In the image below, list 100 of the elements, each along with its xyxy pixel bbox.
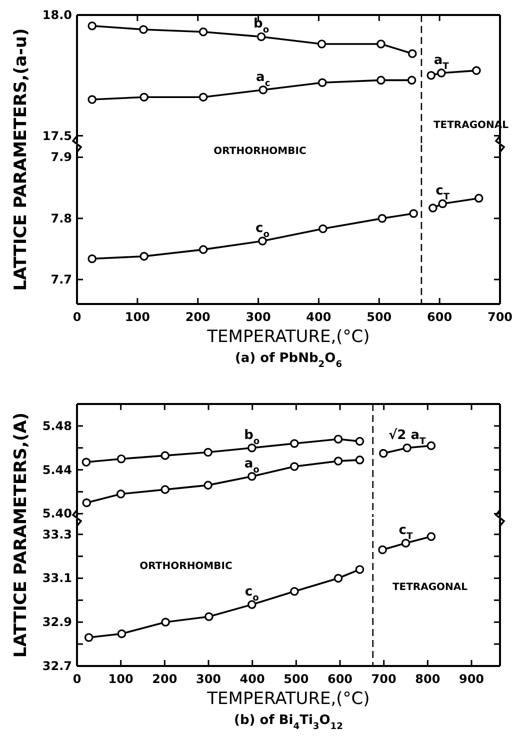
x-tick-label: 100	[124, 310, 150, 324]
y-tick-label: 18.0	[42, 8, 72, 22]
point	[88, 254, 97, 264]
point	[436, 68, 446, 78]
y-tick-label: 5.40	[42, 506, 72, 521]
point	[204, 448, 212, 457]
point	[426, 441, 436, 450]
series-label: c$_{o}$	[244, 584, 259, 604]
y-tick-label: 32.7	[42, 659, 72, 673]
point	[334, 434, 343, 444]
point	[204, 480, 212, 490]
point	[409, 209, 418, 218]
point	[290, 462, 299, 471]
point	[248, 472, 256, 481]
point	[402, 443, 412, 452]
point	[379, 448, 388, 458]
point	[408, 49, 417, 58]
point	[248, 600, 256, 609]
y-axis-title: LATTICE PARAMETERS,(A)	[11, 412, 31, 658]
y-tick-label: 7.9	[50, 150, 72, 164]
annotation: ORTHORHOMBIC	[214, 146, 306, 157]
y-tick-label: 32.9	[42, 615, 72, 630]
x-tick-label: 700	[487, 310, 513, 324]
x-tick-label: 200	[152, 672, 178, 686]
annotation: ORTHORHOMBIC	[140, 561, 232, 572]
x-tick-label: 600	[327, 672, 353, 686]
x-axis-title: TEMPERATURE,(°C)	[206, 327, 370, 347]
x-tick-label: 400	[240, 672, 265, 686]
point	[161, 618, 170, 627]
y-tick-label: 5.48	[42, 418, 72, 433]
x-tick-label: 300	[246, 310, 271, 324]
series-label: a$_{o}$	[244, 456, 260, 476]
x-tick-label: 100	[108, 672, 134, 686]
x-tick-label: 200	[185, 310, 210, 324]
point	[198, 92, 208, 102]
x-tick-label: 0	[72, 310, 82, 324]
text: (b) of Bi$_{4}$Ti$_{3}$O$_{12}$	[234, 713, 343, 732]
y-tick-label: 7.7	[50, 272, 72, 287]
point	[88, 95, 97, 104]
y-tick-label: 5.44	[42, 462, 72, 477]
point	[82, 458, 91, 467]
y-tick-label: 33.1	[42, 571, 72, 586]
point	[160, 451, 170, 460]
point	[355, 456, 364, 464]
point	[116, 490, 126, 498]
point	[248, 443, 256, 452]
point	[407, 76, 416, 85]
point	[82, 498, 92, 508]
point	[318, 78, 327, 88]
point	[378, 214, 387, 223]
point	[378, 545, 387, 554]
point	[317, 40, 326, 48]
point	[139, 25, 148, 34]
series-label: √2 a$_{T}$	[388, 428, 426, 447]
point	[376, 40, 386, 48]
x-tick-label: 800	[415, 672, 440, 686]
x-tick-label: 700	[371, 672, 396, 686]
y-tick-label: 7.8	[50, 211, 72, 226]
point	[290, 439, 299, 448]
point	[88, 21, 97, 30]
series-label: c$_{T}$	[398, 523, 414, 542]
point	[426, 70, 436, 80]
point	[438, 199, 447, 208]
point	[334, 574, 343, 583]
y-tick-label: 17.5	[42, 128, 72, 143]
point	[318, 224, 328, 234]
x-tick-label: 300	[196, 672, 222, 686]
point	[334, 456, 343, 466]
x-tick-label: 500	[284, 672, 309, 686]
point	[290, 587, 299, 596]
point	[258, 85, 268, 94]
point	[204, 612, 214, 622]
point	[140, 92, 148, 102]
point	[426, 532, 436, 541]
x-tick-label: 400	[306, 310, 332, 324]
point	[472, 66, 481, 75]
x-tick-label: 0	[72, 672, 82, 686]
annotation: TETRAGONAL	[392, 582, 468, 593]
point	[258, 236, 267, 246]
point	[84, 633, 94, 642]
point	[256, 32, 266, 42]
series-label: c$_{T}$	[436, 184, 450, 203]
x-axis-title: TEMPERATURE,(°C)	[206, 689, 370, 709]
series-label: a$_{c}$	[256, 70, 270, 89]
point	[355, 436, 364, 446]
point	[376, 76, 386, 85]
series-label: c$_{o}$	[256, 221, 270, 240]
point	[401, 538, 410, 548]
y-tick-label: 33.3	[42, 527, 72, 542]
text: (a) of PbNb$_{2}$O$_{6}$	[234, 351, 342, 370]
point	[355, 565, 364, 574]
y-axis-title: LATTICE PARAMETERS,(a-u)	[11, 28, 31, 291]
point	[198, 245, 208, 254]
point	[198, 28, 208, 36]
x-tick-label: 900	[458, 672, 484, 686]
point	[116, 454, 126, 464]
series-label: b$_{o}$	[244, 428, 260, 447]
point	[474, 194, 484, 203]
legend-label: b$_{o}$	[254, 16, 270, 36]
series-label: a$_{T}$	[434, 52, 450, 72]
